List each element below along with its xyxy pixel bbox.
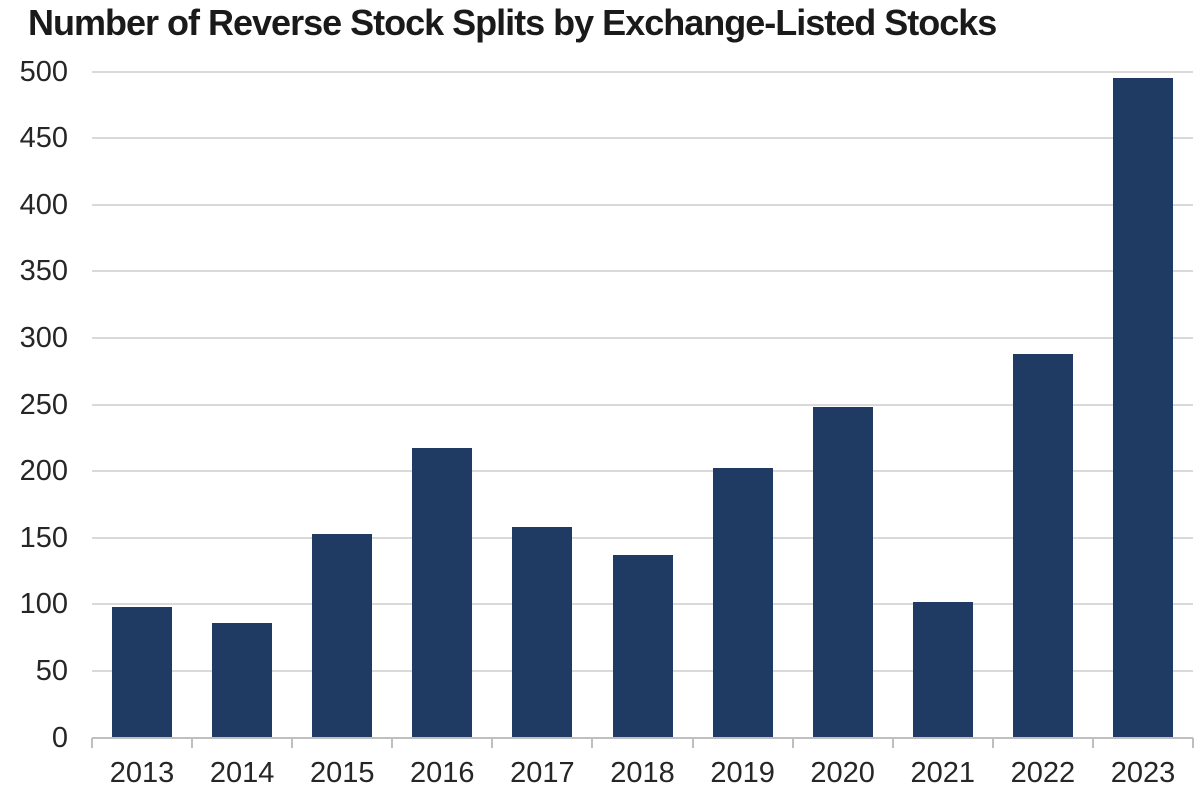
bar-2022 [1012,353,1073,738]
x-axis-tick-4 [491,737,494,748]
x-axis-tick-10 [1091,737,1094,748]
y-tick-label-200: 200 [19,455,68,488]
gridline-500 [92,70,1193,73]
bar-2015 [312,533,373,738]
x-tick-label-2015: 2015 [309,757,375,789]
gridline-250 [92,403,1193,406]
y-tick-label-150: 150 [19,521,68,554]
x-tick-label-2020: 2020 [810,757,875,789]
y-tick-label-450: 450 [19,122,68,155]
bar-2013 [112,606,173,738]
y-tick-label-350: 350 [19,255,68,288]
bar-2017 [512,527,573,738]
y-tick-label-50: 50 [35,654,68,687]
x-axis-tick-11 [1192,737,1194,748]
gridline-200 [92,470,1193,473]
chart-title: Number of Reverse Stock Splits by Exchan… [28,2,997,43]
x-tick-label-2018: 2018 [610,757,675,789]
x-axis-tick-2 [291,737,294,748]
gridline-150 [92,536,1193,539]
bar-2016 [412,448,473,738]
x-tick-label-2017: 2017 [510,757,575,789]
x-tick-label-2021: 2021 [910,757,976,789]
bar-2014 [212,622,273,738]
y-tick-label-0: 0 [51,721,68,754]
bar-2018 [612,555,673,738]
y-tick-label-300: 300 [19,321,68,354]
gridline-450 [92,137,1193,140]
x-axis-line [92,736,1193,739]
y-tick-label-400: 400 [19,188,68,221]
x-axis-tick-1 [191,737,194,748]
x-tick-label-2014: 2014 [209,757,275,789]
x-tick-label-2013: 2013 [109,757,175,789]
x-axis-tick-0 [91,737,93,748]
bar-2021 [912,601,973,738]
x-axis-tick-8 [891,737,894,748]
y-tick-label-100: 100 [19,588,68,621]
x-axis-tick-5 [591,737,594,748]
x-tick-label-2023: 2023 [1110,757,1176,789]
y-tick-label-250: 250 [19,388,68,421]
gridline-300 [92,336,1193,339]
x-axis-tick-9 [991,737,994,748]
x-axis-tick-3 [391,737,394,748]
bar-2019 [712,468,773,738]
bar-2020 [812,407,873,738]
x-tick-label-2022: 2022 [1010,757,1076,789]
x-axis-tick-7 [791,737,794,748]
x-tick-label-2019: 2019 [710,757,775,789]
gridline-350 [92,270,1193,273]
x-tick-label-2016: 2016 [410,757,475,789]
gridline-400 [92,203,1193,206]
y-tick-label-500: 500 [19,55,68,88]
x-axis-tick-6 [691,737,694,748]
bar-2023 [1112,78,1173,738]
